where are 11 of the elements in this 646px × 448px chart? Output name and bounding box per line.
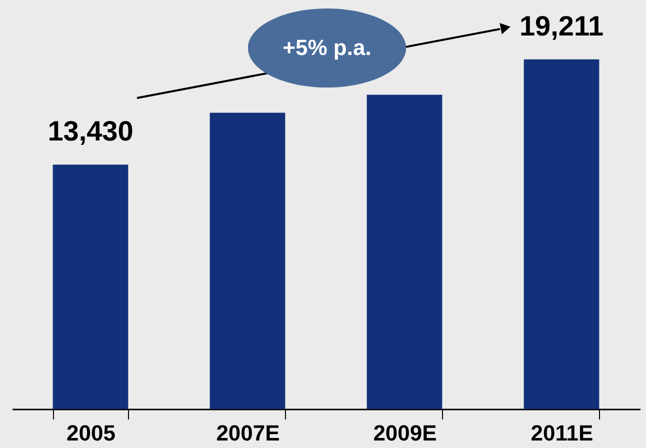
bar [524, 59, 600, 409]
bar [366, 94, 442, 409]
x-tick-label: 2011E [530, 420, 594, 446]
annotation: +5% p.a. [282, 35, 372, 60]
x-tick-label: 2007E [216, 420, 280, 446]
x-tick-label: 2009E [373, 420, 437, 446]
data-label: 13,430 [48, 116, 134, 147]
bar [210, 112, 286, 409]
data-label: 19,211 [519, 10, 604, 42]
bar [52, 164, 128, 409]
x-tick-label: 2005 [66, 420, 116, 446]
